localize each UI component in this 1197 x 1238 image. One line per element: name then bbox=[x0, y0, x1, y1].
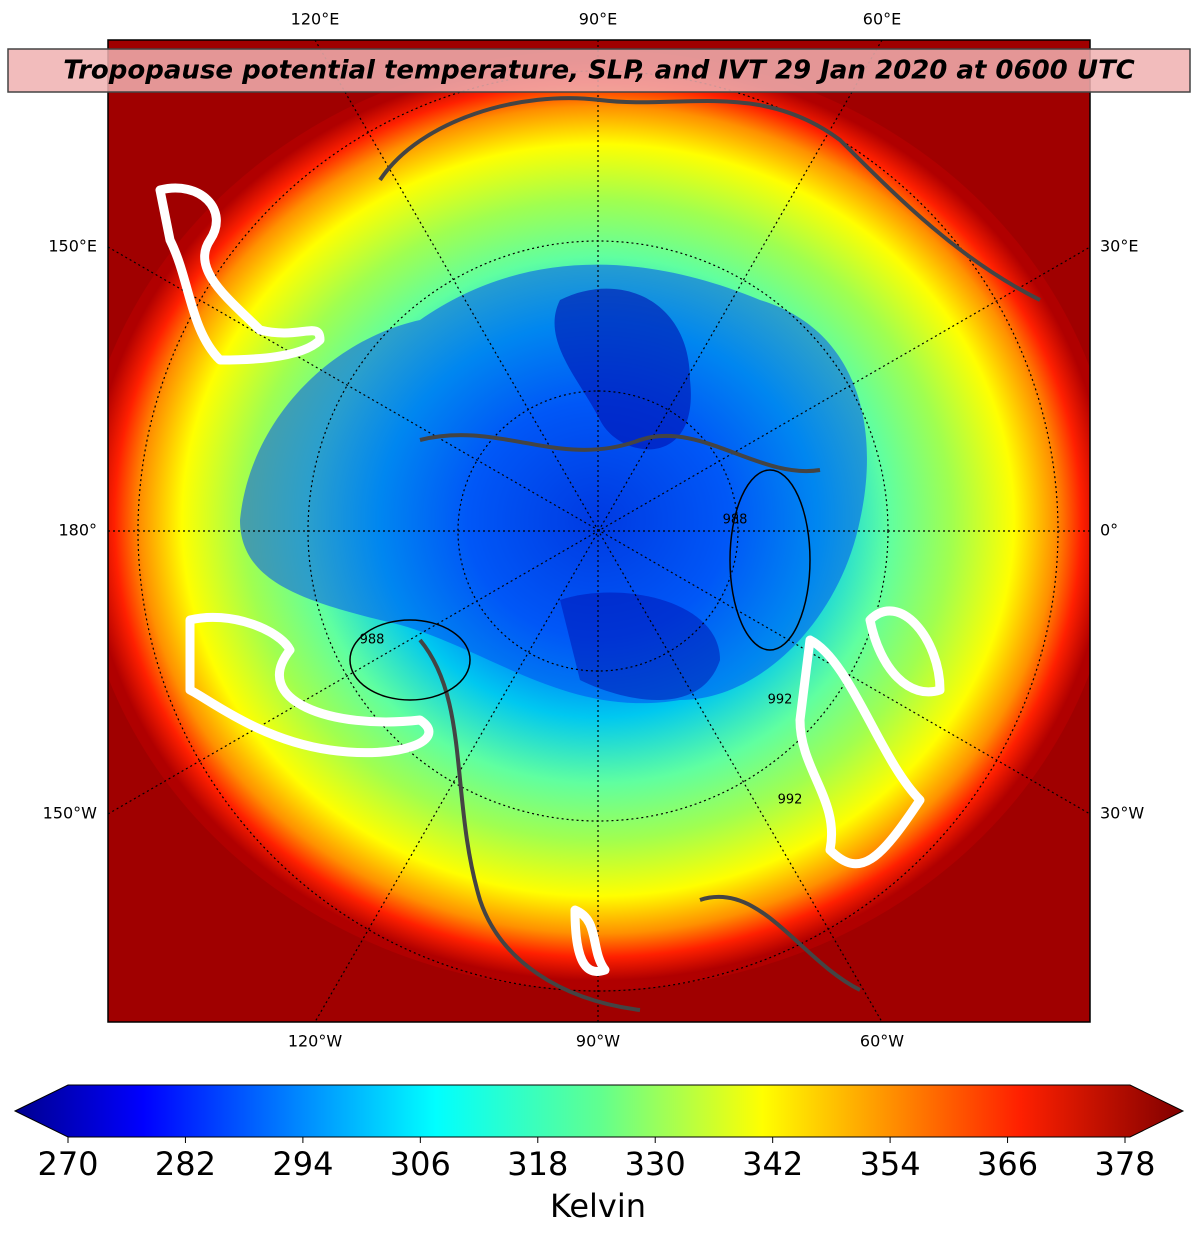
contour-label: 988 bbox=[360, 633, 385, 648]
colorbar-tick-label: 318 bbox=[507, 1145, 568, 1183]
lon-label: 30°W bbox=[1100, 804, 1144, 823]
lon-label: 90°E bbox=[579, 10, 617, 29]
title: Tropopause potential temperature, SLP, a… bbox=[63, 56, 1135, 86]
lon-label: 30°E bbox=[1100, 237, 1138, 256]
lon-label: 150°W bbox=[43, 804, 98, 823]
colorbar-tick-label: 270 bbox=[37, 1145, 98, 1183]
contour-label: 988 bbox=[723, 513, 748, 528]
lon-label: 90°W bbox=[576, 1032, 620, 1051]
colorbar-tick-label: 378 bbox=[1094, 1145, 1155, 1183]
colorbar-tick-label: 294 bbox=[272, 1145, 333, 1183]
lon-label: 120°E bbox=[291, 10, 340, 29]
lon-label: 120°W bbox=[288, 1032, 343, 1051]
colorbar-tick-label: 282 bbox=[155, 1145, 216, 1183]
colorbar-tick-label: 366 bbox=[977, 1145, 1038, 1183]
colorbar bbox=[13, 1084, 1185, 1138]
title-box bbox=[7, 48, 1191, 93]
contour-label: 992 bbox=[768, 693, 793, 708]
lon-label: 60°W bbox=[860, 1032, 904, 1051]
colorbar-tick-label: 354 bbox=[860, 1145, 921, 1183]
lon-label: 0° bbox=[1100, 521, 1118, 540]
lon-label: 60°E bbox=[863, 10, 901, 29]
lon-label: 150°E bbox=[48, 237, 97, 256]
lon-label: 180° bbox=[58, 521, 97, 540]
contour-label: 992 bbox=[778, 793, 803, 808]
colorbar-tick-label: 330 bbox=[625, 1145, 686, 1183]
colorbar-tick-label: 306 bbox=[390, 1145, 451, 1183]
colorbar-tick-label: 342 bbox=[742, 1145, 803, 1183]
map-field bbox=[108, 40, 1090, 1022]
map-frame bbox=[107, 39, 1091, 1023]
colorbar-label: Kelvin bbox=[550, 1187, 646, 1225]
